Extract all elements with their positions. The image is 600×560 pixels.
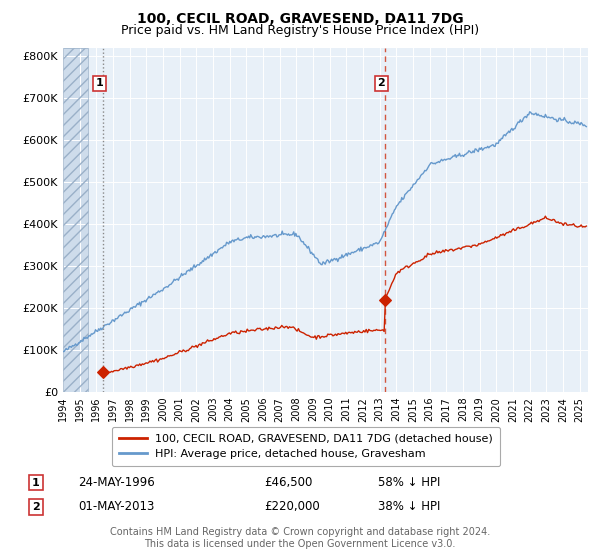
Legend: 100, CECIL ROAD, GRAVESEND, DA11 7DG (detached house), HPI: Average price, detac: 100, CECIL ROAD, GRAVESEND, DA11 7DG (de… (112, 427, 500, 466)
Bar (63, 48, 88, 392)
Point (380, 295, 390, 304)
Text: £220,000: £220,000 (264, 500, 320, 514)
Text: 100, CECIL ROAD, GRAVESEND, DA11 7DG: 100, CECIL ROAD, GRAVESEND, DA11 7DG (137, 12, 463, 26)
Bar (63, 48, 88, 392)
Text: 58% ↓ HPI: 58% ↓ HPI (378, 476, 440, 489)
Text: 38% ↓ HPI: 38% ↓ HPI (378, 500, 440, 514)
Text: 2: 2 (377, 78, 385, 88)
Text: 01-MAY-2013: 01-MAY-2013 (78, 500, 154, 514)
Text: £46,500: £46,500 (264, 476, 313, 489)
Point (98, 368, 108, 377)
Text: This data is licensed under the Open Government Licence v3.0.: This data is licensed under the Open Gov… (145, 539, 455, 549)
Text: 1: 1 (96, 78, 104, 88)
Text: 1: 1 (32, 478, 40, 488)
Text: Contains HM Land Registry data © Crown copyright and database right 2024.: Contains HM Land Registry data © Crown c… (110, 527, 490, 537)
Text: Price paid vs. HM Land Registry's House Price Index (HPI): Price paid vs. HM Land Registry's House … (121, 24, 479, 37)
Text: 24-MAY-1996: 24-MAY-1996 (78, 476, 155, 489)
Text: 2: 2 (32, 502, 40, 512)
